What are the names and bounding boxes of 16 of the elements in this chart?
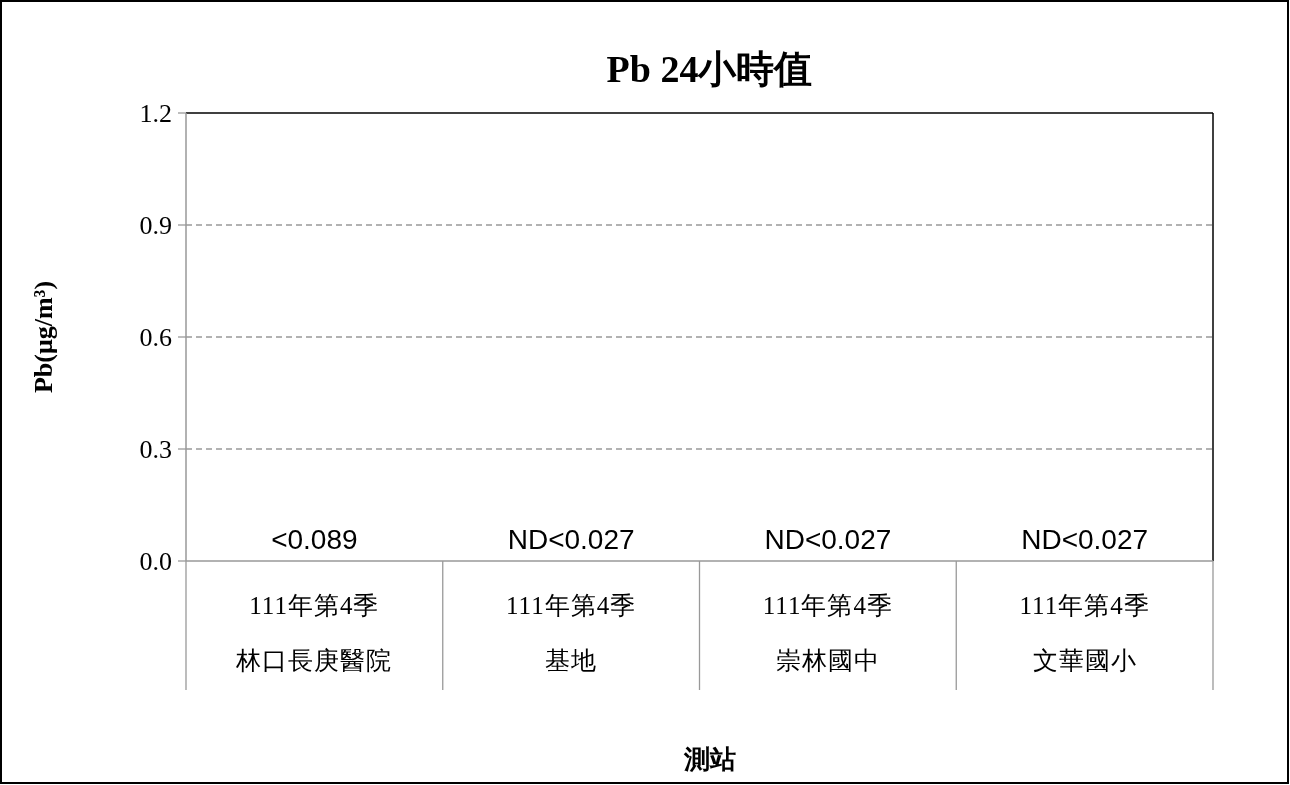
y-tick-label: 1.2 xyxy=(139,99,172,128)
y-tick-label: 0.9 xyxy=(139,211,172,240)
y-tick-label: 0.3 xyxy=(139,435,172,464)
text: ND<0.027 xyxy=(1021,524,1149,555)
y-tick-label: 0.0 xyxy=(139,547,172,576)
y-axis-title: Pb(μg/m³) xyxy=(29,280,58,394)
text: ND<0.027 xyxy=(507,524,635,555)
x-tick-label: 111年第4季文華國小 xyxy=(1019,592,1150,674)
x-tick-label: 111年第4季崇林國中 xyxy=(762,592,893,674)
text: <0.089 xyxy=(271,524,358,555)
x-tick-label: 111年第4季林口長庚醫院 xyxy=(235,592,393,674)
chart-title: Pb 24小時值 xyxy=(606,48,813,90)
x-tick-label: 111年第4季基地 xyxy=(506,592,637,674)
x-axis-title: 測站 xyxy=(682,745,736,774)
y-tick-label: 0.6 xyxy=(139,323,172,352)
text: ND<0.027 xyxy=(764,524,892,555)
